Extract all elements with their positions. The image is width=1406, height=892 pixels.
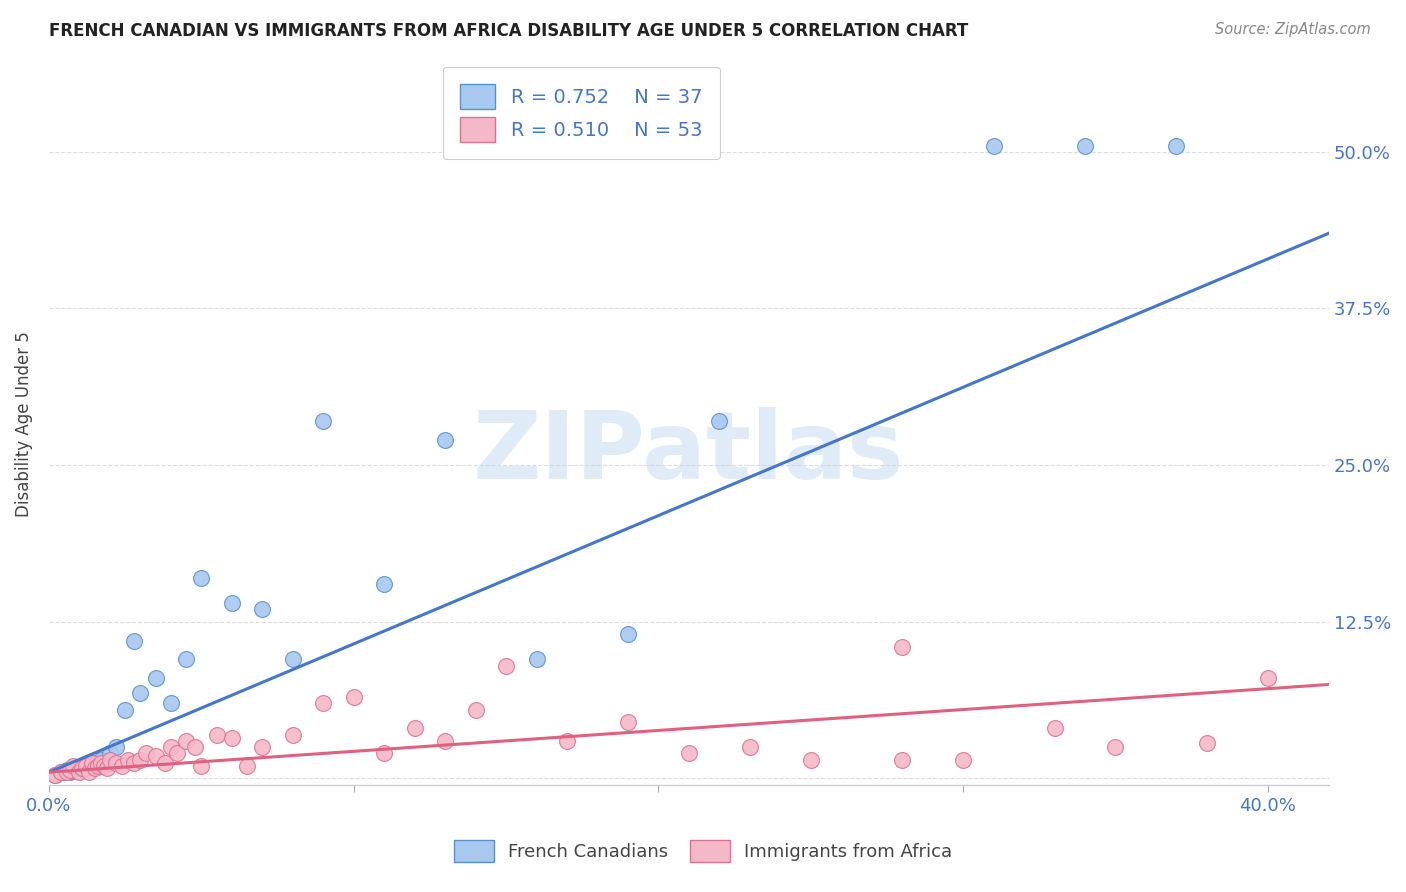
Point: [65, 764, 87, 778]
Point: [166, 747, 188, 761]
Point: [495, 658, 517, 673]
Point: [90, 756, 112, 771]
Point: [434, 734, 457, 748]
Point: [281, 652, 304, 666]
Point: [129, 753, 152, 767]
Point: [69, 762, 91, 776]
Point: [373, 577, 395, 591]
Point: [49, 765, 72, 780]
Y-axis label: Disability Age Under 5: Disability Age Under 5: [15, 332, 32, 517]
Point: [312, 414, 335, 428]
Point: [221, 731, 243, 746]
Text: Source: ZipAtlas.com: Source: ZipAtlas.com: [1215, 22, 1371, 37]
Point: [80, 756, 103, 771]
Point: [709, 414, 731, 428]
Point: [53, 765, 76, 780]
Point: [153, 756, 176, 771]
Point: [891, 753, 914, 767]
Point: [77, 756, 100, 771]
Point: [62, 759, 84, 773]
Point: [617, 627, 640, 641]
Point: [221, 596, 243, 610]
Point: [59, 765, 82, 780]
Point: [434, 433, 457, 447]
Point: [952, 753, 974, 767]
Point: [93, 759, 115, 773]
Point: [98, 753, 121, 767]
Point: [617, 715, 640, 730]
Point: [56, 763, 79, 777]
Point: [111, 759, 134, 773]
Text: ZIPatlas: ZIPatlas: [474, 408, 904, 500]
Point: [59, 763, 82, 777]
Point: [343, 690, 366, 704]
Point: [44, 768, 66, 782]
Point: [44, 768, 66, 782]
Point: [464, 702, 486, 716]
Point: [174, 652, 197, 666]
Point: [190, 571, 212, 585]
Text: FRENCH CANADIAN VS IMMIGRANTS FROM AFRICA DISABILITY AGE UNDER 5 CORRELATION CHA: FRENCH CANADIAN VS IMMIGRANTS FROM AFRIC…: [49, 22, 969, 40]
Point: [145, 748, 167, 763]
Point: [62, 762, 84, 776]
Point: [1166, 138, 1188, 153]
Point: [124, 756, 146, 771]
Point: [190, 759, 212, 773]
Point: [891, 640, 914, 654]
Point: [75, 762, 97, 776]
Point: [184, 740, 207, 755]
Point: [1257, 671, 1279, 685]
Point: [77, 765, 100, 780]
Point: [160, 740, 183, 755]
Point: [117, 753, 139, 767]
Legend: R = 0.752    N = 37, R = 0.510    N = 53: R = 0.752 N = 37, R = 0.510 N = 53: [443, 67, 720, 160]
Point: [72, 759, 94, 773]
Point: [373, 747, 395, 761]
Point: [124, 633, 146, 648]
Point: [1195, 736, 1218, 750]
Point: [135, 747, 157, 761]
Point: [174, 734, 197, 748]
Point: [555, 734, 578, 748]
Point: [160, 696, 183, 710]
Point: [1104, 740, 1126, 755]
Point: [69, 765, 91, 780]
Point: [105, 756, 128, 771]
Point: [83, 762, 105, 776]
Point: [83, 756, 105, 771]
Point: [281, 728, 304, 742]
Point: [678, 747, 700, 761]
Point: [145, 671, 167, 685]
Point: [236, 759, 259, 773]
Point: [90, 753, 112, 767]
Point: [56, 765, 79, 780]
Point: [75, 759, 97, 773]
Point: [1074, 138, 1097, 153]
Point: [96, 762, 118, 776]
Point: [87, 759, 110, 773]
Point: [205, 728, 228, 742]
Point: [738, 740, 761, 755]
Point: [800, 753, 823, 767]
Point: [80, 759, 103, 773]
Point: [93, 756, 115, 771]
Point: [49, 765, 72, 780]
Point: [98, 747, 121, 761]
Point: [252, 602, 274, 616]
Point: [404, 722, 426, 736]
Point: [252, 740, 274, 755]
Legend: French Canadians, Immigrants from Africa: French Canadians, Immigrants from Africa: [447, 833, 959, 870]
Point: [87, 759, 110, 773]
Point: [129, 686, 152, 700]
Point: [1043, 722, 1066, 736]
Point: [312, 696, 335, 710]
Point: [114, 702, 136, 716]
Point: [983, 138, 1005, 153]
Point: [105, 740, 128, 755]
Point: [526, 652, 548, 666]
Point: [72, 762, 94, 776]
